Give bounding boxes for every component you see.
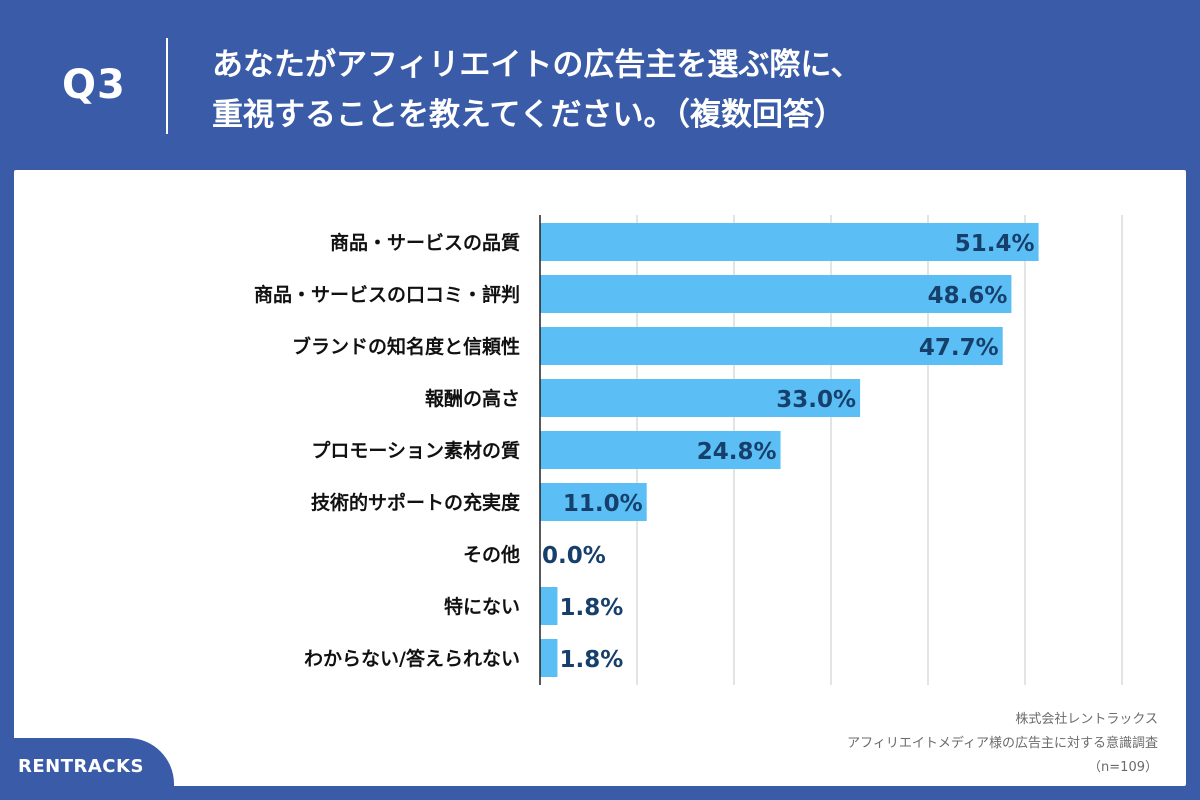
- value-label: 11.0%: [563, 491, 643, 517]
- question-number: Q3: [62, 62, 126, 108]
- category-label: 商品・サービスの品質: [330, 231, 520, 254]
- category-label: 特にない: [444, 596, 520, 618]
- category-label: その他: [463, 543, 520, 566]
- footnote-company: 株式会社レントラックス: [1015, 712, 1158, 727]
- logo-tab: RENTRACKS: [0, 738, 174, 800]
- bar: [540, 275, 1012, 313]
- footnote-sample-size: （n=109）: [1088, 760, 1158, 775]
- value-label: 1.8%: [559, 647, 623, 673]
- value-label: 33.0%: [776, 387, 856, 413]
- question-line-1: あなたがアフィリエイトの広告主を選ぶ際に、: [212, 47, 862, 83]
- value-label: 24.8%: [697, 439, 777, 465]
- value-label: 47.7%: [919, 335, 999, 361]
- header: Q3 あなたがアフィリエイトの広告主を選ぶ際に、 重視することを教えてください。…: [0, 0, 1200, 170]
- value-label: 0.0%: [542, 543, 606, 569]
- bar: [540, 431, 781, 469]
- question-title: あなたがアフィリエイトの広告主を選ぶ際に、 重視することを教えてください。（複数…: [212, 40, 861, 140]
- category-label: わからない/答えられない: [304, 647, 520, 670]
- bar: [540, 483, 647, 521]
- value-label: 1.8%: [559, 595, 623, 621]
- category-label: ブランドの知名度と信頼性: [292, 335, 520, 358]
- header-divider: [166, 38, 168, 134]
- value-label: 48.6%: [928, 283, 1008, 309]
- chart-panel: [14, 170, 1186, 786]
- category-label: 報酬の高さ: [425, 387, 520, 410]
- bar: [540, 327, 1003, 365]
- category-label: プロモーション素材の質: [311, 439, 520, 462]
- rentracks-logo: RENTRACKS: [18, 756, 144, 777]
- source-footnote: 株式会社レントラックス アフィリエイトメディア様の広告主に対する意識調査 （n=…: [847, 708, 1158, 780]
- value-label: 51.4%: [955, 231, 1035, 257]
- category-label: 技術的サポートの充実度: [311, 491, 521, 514]
- bar: [540, 639, 558, 677]
- bar: [540, 587, 558, 625]
- question-line-2: 重視することを教えてください。（複数回答）: [212, 97, 846, 133]
- footnote-survey: アフィリエイトメディア様の広告主に対する意識調査: [847, 736, 1158, 751]
- bar: [540, 379, 861, 417]
- category-label: 商品・サービスの口コミ・評判: [254, 283, 520, 306]
- bar: [540, 223, 1039, 261]
